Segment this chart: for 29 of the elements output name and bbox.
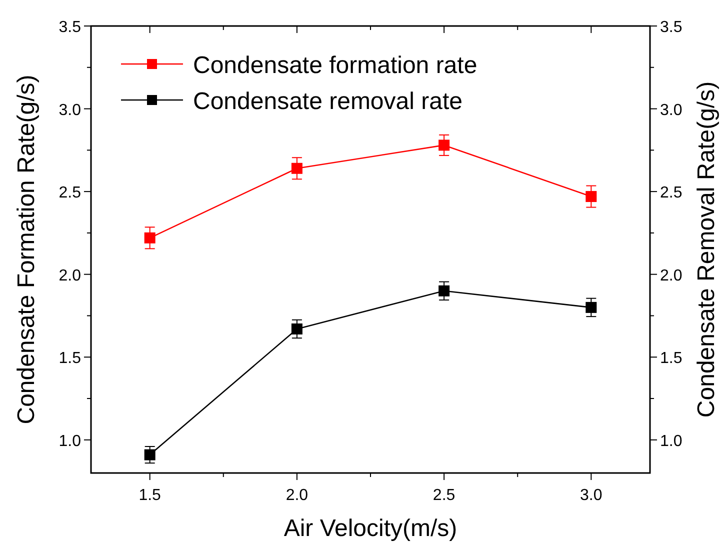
y2-tick-label: 1.0 (660, 432, 682, 450)
y2-tick-label: 3.0 (660, 102, 682, 119)
point (438, 140, 450, 151)
x-axis-title: Air Velocity(m/s) (284, 515, 458, 542)
y-tick-label: 1.5 (58, 350, 82, 368)
point (291, 323, 302, 334)
y2-axis-title: Condensate Removal Rate(g/s) (693, 81, 720, 418)
point (586, 302, 597, 313)
legend-label: Condensate removal rate (193, 88, 462, 115)
y2-tick-label: 1.5 (660, 350, 682, 368)
y-tick-label: 1.0 (58, 432, 82, 450)
point (438, 285, 450, 296)
y-axis-title: Condensate Formation Rate(g/s) (13, 74, 40, 424)
x-tick-label: 2.0 (286, 487, 308, 504)
point (586, 191, 597, 202)
x-tick-label: 2.5 (432, 487, 456, 504)
x-tick-label: 1.5 (138, 487, 162, 504)
y2-tick-label: 3.5 (660, 19, 682, 36)
x-tick-label: 3.0 (580, 487, 602, 504)
y2-tick-label: 2.5 (660, 184, 682, 202)
y-tick-label: 2.5 (58, 184, 82, 202)
point (144, 232, 156, 244)
y-tick-label: 2.0 (58, 267, 82, 284)
y-tick-label: 3.0 (58, 102, 82, 119)
y2-tick-label: 2.0 (660, 267, 682, 284)
point (291, 162, 302, 174)
legend-label: Condensate formation rate (193, 52, 478, 79)
point (144, 449, 156, 460)
y-tick-label: 3.5 (58, 19, 82, 36)
